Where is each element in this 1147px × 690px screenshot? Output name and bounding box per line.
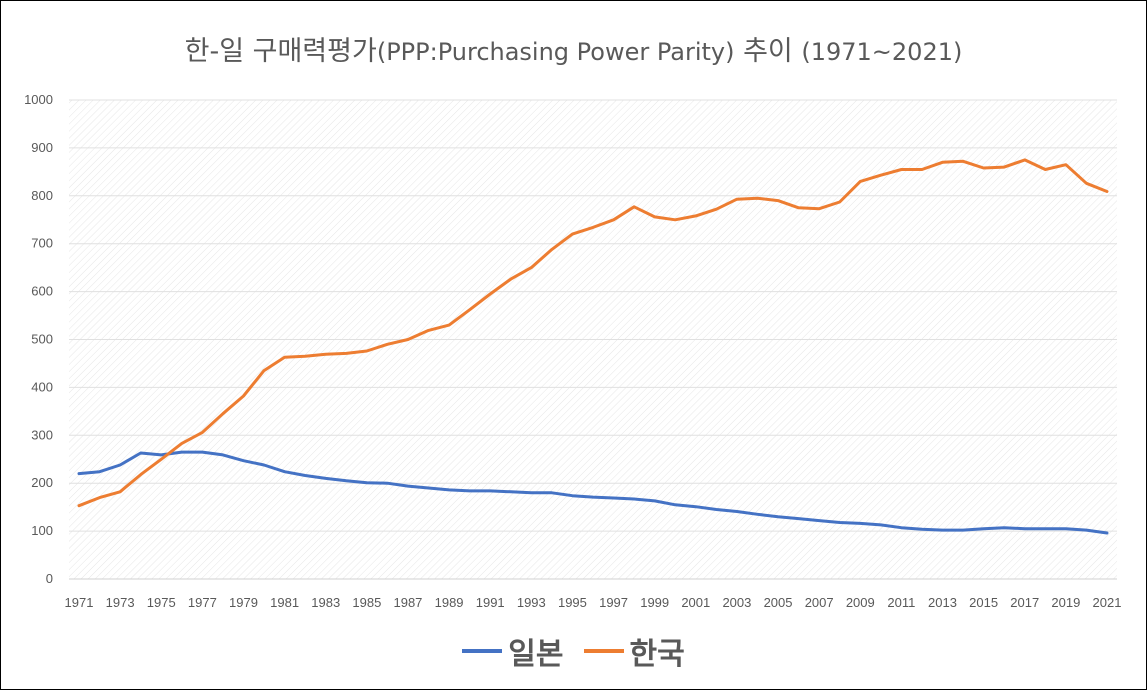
legend-label-korea: 한국 <box>629 637 685 672</box>
chart-title: 한-일 구매력평가(PPP:Purchasing Power Parity) 추… <box>1 29 1146 68</box>
x-tick-label: 2007 <box>805 595 834 610</box>
x-tick-label: 1995 <box>558 595 587 610</box>
x-tick-label: 1975 <box>147 595 176 610</box>
title-paren: (PPP:Purchasing Power Parity) <box>376 38 735 66</box>
x-tick-label: 2013 <box>928 595 957 610</box>
legend-label-japan: 일본 <box>508 637 564 672</box>
y-tick-label: 700 <box>31 236 53 251</box>
x-tick-label: 1991 <box>476 595 505 610</box>
gridlines <box>69 99 1117 580</box>
x-tick-label: 1981 <box>270 595 299 610</box>
x-tick-label: 1973 <box>106 595 135 610</box>
x-tick-label: 1983 <box>311 595 340 610</box>
legend-item-korea: 한국 <box>583 629 685 673</box>
y-tick-label: 500 <box>31 332 53 347</box>
y-tick-label: 400 <box>31 379 53 394</box>
x-tick-label: 1993 <box>517 595 546 610</box>
x-tick-label: 1979 <box>229 595 258 610</box>
y-tick-label: 100 <box>31 523 53 538</box>
x-tick-label: 1997 <box>599 595 628 610</box>
series-line-japan <box>77 450 1109 535</box>
x-tick-label: 2011 <box>887 595 915 610</box>
x-tick-label: 1985 <box>352 595 381 610</box>
x-tick-label: 1987 <box>393 595 422 610</box>
x-tick-label: 2001 <box>681 595 710 610</box>
x-tick-label: 2019 <box>1051 595 1080 610</box>
legend-swatch-korea <box>583 649 624 653</box>
x-tick-label: 1977 <box>188 595 217 610</box>
legend: 일본 한국 <box>1 629 1146 673</box>
x-tick-label: 2005 <box>764 595 793 610</box>
y-tick-label: 800 <box>31 188 53 203</box>
x-tick-label: 2009 <box>846 595 875 610</box>
x-tick-label: 2017 <box>1010 595 1039 610</box>
y-tick-label: 1000 <box>24 92 53 107</box>
y-tick-label: 200 <box>31 475 53 490</box>
x-tick-label: 2003 <box>722 595 751 610</box>
series-lines <box>77 158 1109 535</box>
title-range: (1971~2021) <box>801 38 963 66</box>
y-tick-label: 0 <box>46 571 53 586</box>
x-axis: 1971 1973 1975 1977 1979 1981 1983 1985 1987 1989… <box>65 595 1122 610</box>
x-tick-label: 1989 <box>435 595 464 610</box>
y-tick-label: 300 <box>31 427 53 442</box>
y-tick-label: 600 <box>31 284 53 299</box>
x-tick-label: 2015 <box>969 595 998 610</box>
title-main: 한-일 구매력평가 <box>184 36 377 67</box>
y-tick-label: 900 <box>31 140 53 155</box>
series-line-korea <box>77 158 1109 508</box>
x-tick-label: 1999 <box>640 595 669 610</box>
legend-swatch-japan <box>462 649 503 653</box>
x-tick-label: 2021 <box>1093 595 1122 610</box>
y-axis: 0 100 200 300 400 500 600 700 800 900 1000 <box>24 92 53 586</box>
legend-item-japan: 일본 <box>462 629 564 673</box>
x-tick-label: 1971 <box>65 595 94 610</box>
title-tail: 추이 <box>743 36 793 67</box>
